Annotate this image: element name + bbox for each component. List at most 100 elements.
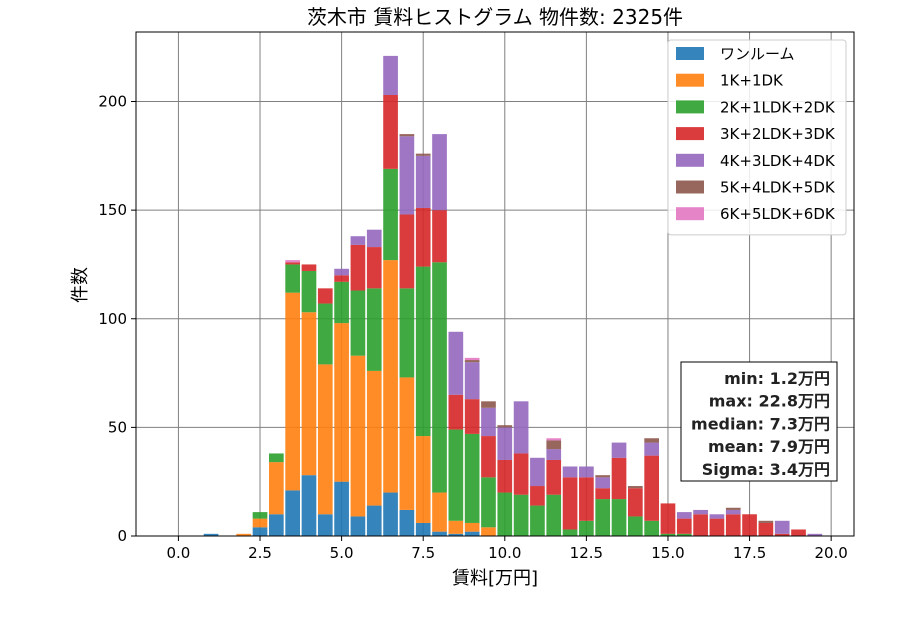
legend-label: 1K+1DK bbox=[720, 72, 784, 90]
x-tick-label: 7.5 bbox=[411, 544, 435, 562]
bar-segment bbox=[399, 214, 415, 289]
bar-segment bbox=[415, 207, 431, 267]
bar-segment bbox=[432, 210, 447, 263]
bar-segment bbox=[660, 533, 676, 536]
bar-segment bbox=[693, 514, 708, 536]
bar-segment bbox=[725, 514, 741, 536]
bar-segment bbox=[562, 477, 578, 530]
bar-segment bbox=[497, 492, 513, 536]
x-tick-label: 15.0 bbox=[651, 544, 684, 562]
bar-segment bbox=[595, 475, 611, 478]
bar-segment bbox=[203, 533, 219, 536]
bar-segment bbox=[383, 168, 398, 261]
bar-segment bbox=[497, 425, 513, 428]
bar-segment bbox=[660, 503, 676, 534]
stats-line: Sigma: 3.4万円 bbox=[702, 460, 830, 479]
bar-segment bbox=[481, 436, 496, 478]
bar-segment bbox=[725, 507, 741, 510]
bar-segment bbox=[285, 262, 300, 265]
legend-swatch bbox=[676, 180, 704, 194]
bar-segment bbox=[366, 229, 382, 248]
bar-segment bbox=[464, 362, 480, 400]
bar-segment bbox=[546, 438, 562, 441]
bar-segment bbox=[481, 527, 496, 536]
bar-segment bbox=[693, 509, 708, 515]
x-axis-title: 賃料[万円] bbox=[452, 568, 538, 589]
bar-segment bbox=[709, 514, 725, 519]
bar-segment bbox=[546, 440, 562, 450]
bar-segment bbox=[676, 512, 692, 519]
bar-segment bbox=[546, 449, 562, 460]
bar-segment bbox=[627, 516, 643, 536]
bar-segment bbox=[513, 494, 529, 536]
bar-segment bbox=[644, 442, 659, 456]
bar-segment bbox=[383, 55, 398, 95]
bar-segment bbox=[317, 364, 333, 515]
bar-segment bbox=[676, 518, 692, 534]
bar-segment bbox=[317, 514, 333, 536]
bar-segment bbox=[415, 436, 431, 523]
legend-label: 4K+3LDK+4DK bbox=[720, 152, 836, 170]
bar-segment bbox=[709, 518, 725, 536]
legend-swatch bbox=[676, 127, 704, 141]
bar-segment bbox=[546, 494, 562, 536]
bar-segment bbox=[350, 236, 366, 245]
legend-swatch bbox=[676, 73, 704, 87]
bar-segment bbox=[350, 290, 366, 356]
bar-segment bbox=[317, 303, 333, 365]
legend-swatch bbox=[676, 153, 704, 167]
bar-segment bbox=[268, 462, 284, 515]
stats-box: min: 1.2万円 max: 22.8万円 median: 7.3万円 mean: … bbox=[680, 361, 838, 482]
x-tick-label: 5.0 bbox=[330, 544, 354, 562]
bar-segment bbox=[334, 323, 349, 482]
bar-segment bbox=[432, 492, 447, 532]
bar-segment bbox=[513, 401, 529, 454]
bar-segment bbox=[627, 488, 643, 517]
bar-segment bbox=[595, 499, 611, 536]
bar-segment bbox=[399, 134, 415, 137]
legend-label: 6K+5LDK+6DK bbox=[720, 205, 836, 223]
bar-segment bbox=[350, 244, 366, 291]
bar-segment bbox=[285, 490, 300, 536]
bar-segment bbox=[464, 399, 480, 434]
legend: ワンルーム 1K+1DK 2K+1LDK+2DK 3K+2LDK+3DK 4K+3LDK… bbox=[667, 39, 847, 236]
bar-segment bbox=[481, 401, 496, 408]
y-tick-label: 50 bbox=[108, 418, 127, 436]
bar-segment bbox=[448, 520, 464, 534]
bar-segment bbox=[285, 264, 300, 293]
bar-segment bbox=[285, 260, 300, 263]
bar-segment bbox=[366, 288, 382, 371]
legend-label: 3K+2LDK+3DK bbox=[720, 125, 836, 143]
bar-segment bbox=[366, 370, 382, 506]
bar-segment bbox=[464, 531, 480, 536]
bar-segment bbox=[383, 260, 398, 493]
legend-box bbox=[667, 39, 847, 236]
bar-segment bbox=[268, 514, 284, 536]
bar-segment bbox=[399, 136, 415, 215]
bar-segment bbox=[481, 477, 496, 528]
bar-segment bbox=[366, 247, 382, 289]
bar-segment bbox=[464, 360, 480, 363]
bar-segment bbox=[301, 475, 317, 536]
bar-segment bbox=[611, 442, 627, 458]
legend-swatch bbox=[676, 100, 704, 114]
bar-segment bbox=[432, 531, 447, 536]
bar-segment bbox=[334, 481, 349, 536]
bar-segment bbox=[383, 492, 398, 536]
x-tick-label: 17.5 bbox=[733, 544, 766, 562]
bar-segment bbox=[562, 466, 578, 478]
y-tick-label: 200 bbox=[98, 93, 127, 111]
bar-segment bbox=[791, 529, 806, 536]
bar-segment bbox=[366, 505, 382, 536]
bar-segment bbox=[611, 457, 627, 500]
x-tick-label: 20.0 bbox=[814, 544, 847, 562]
bar-segment bbox=[530, 486, 545, 506]
bar-segment bbox=[285, 292, 300, 491]
bar-segment bbox=[301, 270, 317, 313]
bar-segment bbox=[579, 477, 594, 521]
bar-segment bbox=[252, 527, 268, 536]
bar-segment bbox=[350, 355, 366, 517]
bar-segment bbox=[644, 438, 659, 443]
x-tick-label: 2.5 bbox=[248, 544, 272, 562]
